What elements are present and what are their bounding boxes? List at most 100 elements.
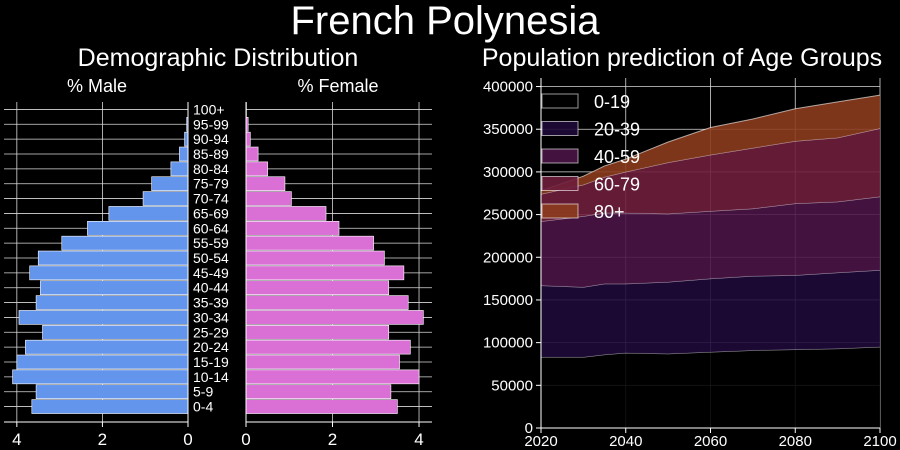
legend-label: 40-59 — [594, 147, 640, 167]
area-layer-20-39 — [541, 270, 880, 358]
female-bar-85-89 — [245, 146, 259, 162]
legend-swatch-0-19 — [541, 93, 579, 109]
female-bar-0-4 — [245, 399, 398, 414]
age-label: 5-9 — [193, 384, 213, 400]
area-y-tick-label: 200000 — [483, 249, 533, 266]
legend-swatch-40-59 — [541, 148, 579, 164]
legend-swatch-80+ — [541, 203, 579, 219]
male-bar-50-54 — [37, 250, 189, 266]
age-label: 60-64 — [193, 220, 229, 236]
area-y-tick-label: 150000 — [483, 292, 533, 309]
area-layer-0-19 — [541, 346, 880, 428]
female-tick-label: 4 — [414, 430, 423, 449]
area-layers — [540, 94, 881, 428]
female-bar-70-74 — [245, 191, 292, 206]
female-bar-5-9 — [245, 384, 392, 399]
age-label: 80-84 — [193, 161, 229, 177]
age-label: 40-44 — [193, 280, 229, 296]
age-label: 55-59 — [193, 235, 229, 251]
female-tick-label: 0 — [241, 430, 250, 449]
figure-title: French Polynesia — [290, 0, 600, 43]
population-area-panel: 2020 2040 2060 2080 2100 0 50000 100000 150000 20… — [483, 78, 897, 450]
male-bar-25-29 — [42, 325, 189, 340]
female-bar-30-34 — [245, 310, 424, 325]
age-label: 65-69 — [193, 205, 229, 221]
area-x-tick-label: 2060 — [694, 433, 727, 450]
male-bar-40-44 — [40, 280, 189, 295]
female-bar-40-44 — [245, 280, 390, 295]
male-bar-0-4 — [31, 399, 189, 414]
age-label: 25-29 — [193, 324, 229, 340]
male-bars — [12, 117, 189, 414]
age-label: 85-89 — [193, 146, 229, 162]
area-layer-60-79 — [541, 128, 880, 222]
male-bar-65-69 — [108, 206, 189, 221]
area-y-tick-label: 100000 — [483, 335, 533, 352]
area-y-tick-label: 0 — [525, 420, 533, 437]
age-label: 30-34 — [193, 309, 229, 325]
area-y-tick-label: 350000 — [483, 121, 533, 138]
male-bar-5-9 — [35, 384, 189, 399]
female-bar-75-79 — [245, 176, 286, 191]
area-legend: 0-19 20-39 40-59 60-79 80+ — [541, 92, 640, 222]
female-bar-80-84 — [245, 161, 268, 177]
legend-label: 80+ — [594, 202, 625, 222]
age-label: 0-4 — [193, 399, 213, 415]
area-y-tick-label: 50000 — [491, 377, 533, 394]
age-label: 100+ — [193, 101, 225, 117]
male-bar-20-24 — [25, 339, 189, 355]
age-label: 90-94 — [193, 131, 229, 147]
area-x-tick-label: 2040 — [609, 433, 642, 450]
male-bar-60-64 — [87, 221, 189, 236]
area-y-tick-label: 300000 — [483, 164, 533, 181]
male-bar-35-39 — [35, 295, 189, 310]
legend-swatch-60-79 — [541, 176, 579, 191]
age-label: 45-49 — [193, 265, 229, 281]
male-bar-15-19 — [16, 354, 189, 370]
male-bar-90-94 — [184, 131, 189, 147]
right-title: Population prediction of Age Groups — [482, 44, 882, 72]
area-x-tick-label: 2080 — [779, 433, 812, 450]
male-pyramid-panel: % Male 4 2 0 — [4, 76, 193, 449]
age-label: 95-99 — [193, 116, 229, 132]
age-label: 10-14 — [193, 369, 229, 385]
male-bar-80-84 — [170, 161, 189, 177]
female-pyramid-panel: % Female 0 2 4 — [241, 76, 432, 449]
female-bar-25-29 — [245, 325, 390, 340]
male-tick-label: 2 — [98, 430, 107, 449]
female-bar-45-49 — [245, 265, 405, 281]
left-title: Demographic Distribution — [78, 44, 359, 72]
female-bar-60-64 — [245, 221, 340, 236]
female-bar-65-69 — [245, 206, 327, 221]
legend-label: 60-79 — [594, 175, 640, 195]
male-bar-70-74 — [142, 191, 189, 206]
male-bar-85-89 — [179, 146, 189, 162]
legend-swatch-20-39 — [541, 121, 579, 136]
area-x-tick-label: 2100 — [863, 433, 896, 450]
female-bar-20-24 — [245, 339, 411, 355]
age-label: 75-79 — [193, 176, 229, 192]
male-bar-10-14 — [12, 369, 189, 385]
area-line-80+ — [540, 94, 881, 192]
female-bar-90-94 — [245, 131, 251, 147]
age-label: 35-39 — [193, 295, 229, 311]
age-label: 70-74 — [193, 191, 229, 207]
male-tick-labels: 4 2 0 — [12, 422, 193, 449]
age-group-labels: 0-45-910-1415-1920-2425-2930-3435-3940-4… — [193, 101, 229, 414]
area-y-tick-label: 250000 — [483, 207, 533, 224]
female-bar-15-19 — [245, 354, 400, 370]
male-tick-label: 0 — [183, 430, 192, 449]
age-label: 20-24 — [193, 339, 229, 355]
legend-label: 20-39 — [594, 120, 640, 140]
female-bar-10-14 — [245, 369, 420, 385]
male-axis-title: % Male — [67, 76, 127, 96]
male-bar-55-59 — [61, 235, 189, 251]
female-bar-55-59 — [245, 235, 374, 251]
age-label: 15-19 — [193, 354, 229, 370]
male-tick-label: 4 — [12, 430, 21, 449]
male-bar-75-79 — [151, 176, 189, 191]
female-bar-50-54 — [245, 250, 385, 266]
female-bar-35-39 — [245, 295, 409, 310]
male-bar-30-34 — [18, 310, 189, 325]
